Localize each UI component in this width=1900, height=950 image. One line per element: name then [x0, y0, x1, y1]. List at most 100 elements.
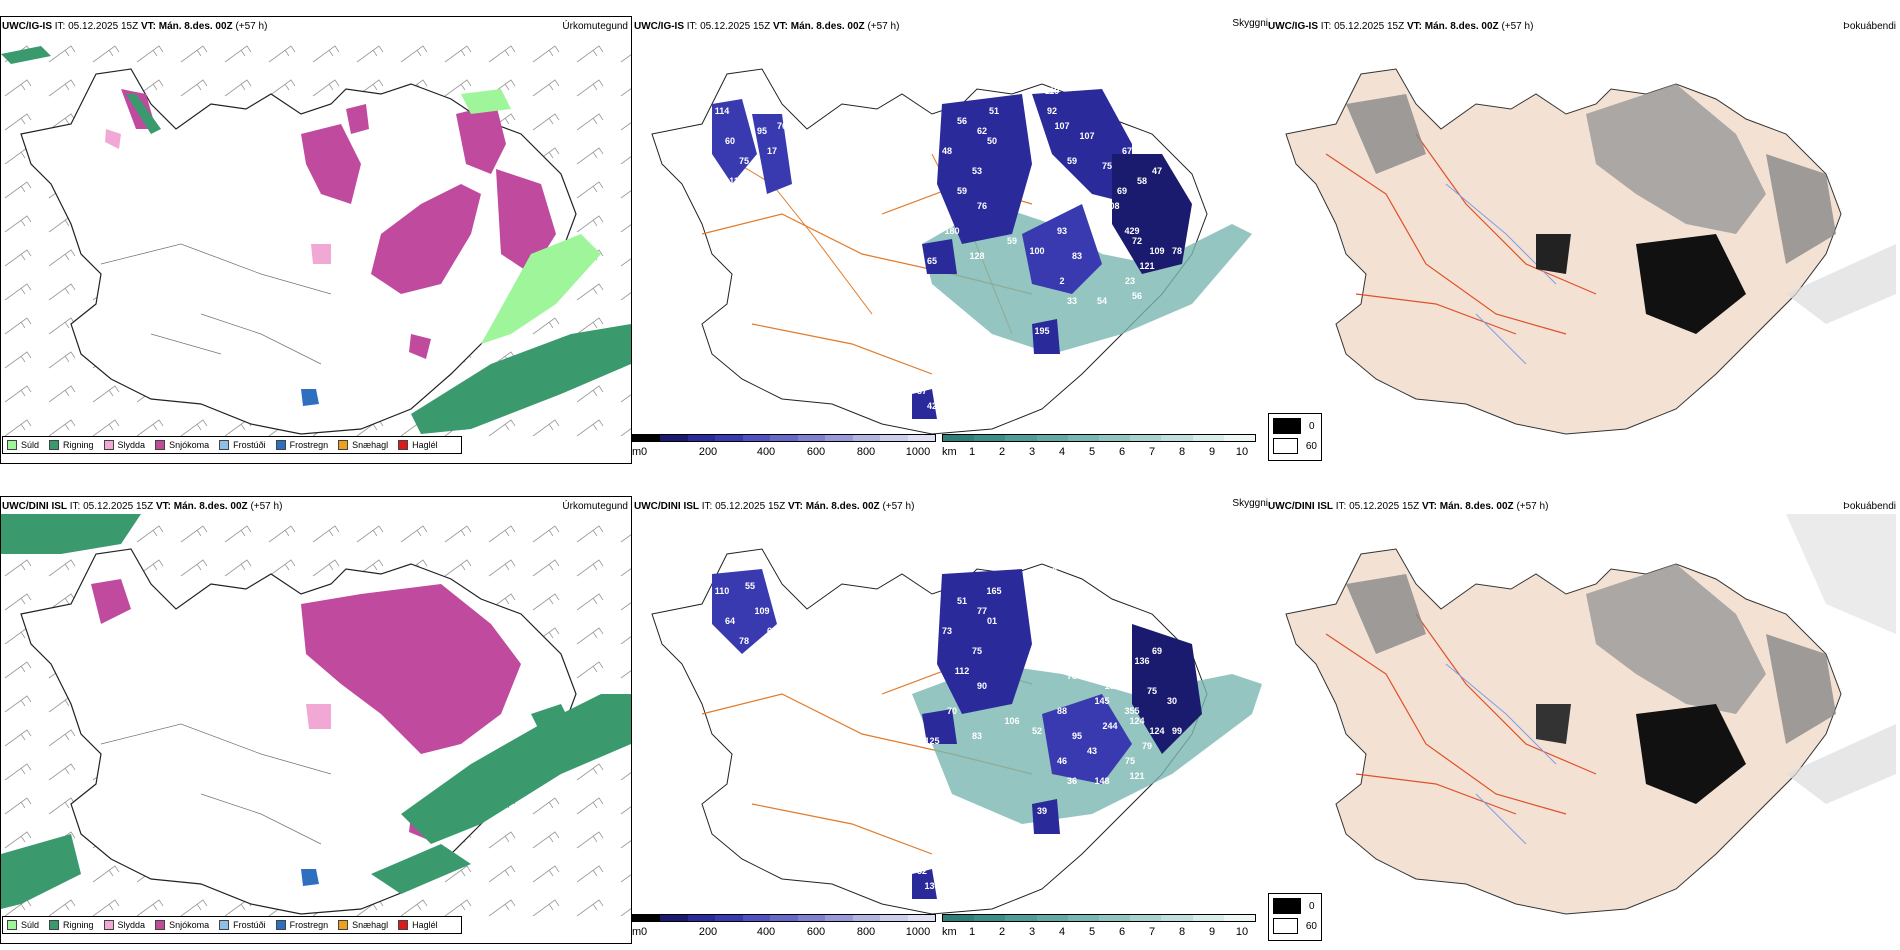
fog-area — [1636, 234, 1746, 334]
legend-item: Haglél — [398, 920, 438, 930]
ceiling-map: 110 55 64 78 109 69 105 53 31 44 51 77 73 75 01 165 112 9… — [651, 548, 1262, 915]
vt-value: Mán. 8.des. 00Z — [173, 501, 248, 512]
ceiling-value-label: 79 — [1142, 741, 1152, 751]
fog-area — [1786, 514, 1896, 634]
ceiling-value-label: 84 — [1067, 191, 1077, 201]
colorbar-segment — [907, 435, 935, 441]
ceiling-value-label: 76 — [777, 121, 787, 131]
colorbar-segment — [715, 435, 743, 441]
ceiling-value-label: 145 — [1094, 696, 1109, 706]
ceiling-value-label: 57 — [1122, 626, 1132, 636]
colorbar-segment — [633, 915, 661, 921]
ceiling-value-label: 46 — [1067, 636, 1077, 646]
ceiling-unit: m — [632, 446, 642, 458]
ceiling-value-label: 53 — [729, 656, 739, 666]
vt-label: VT: — [787, 501, 803, 512]
colorbar-segment — [880, 435, 908, 441]
ceiling-tick: 800 — [856, 446, 876, 458]
legend-item: Frostregn — [275, 440, 328, 450]
colorbar-segment — [1067, 435, 1100, 441]
ceiling-value-label: 83 — [972, 731, 982, 741]
legend-swatch — [338, 920, 349, 930]
ceiling-value-label: 429 — [1124, 226, 1139, 236]
precip-map — [1, 514, 631, 919]
model-name: UWC/IG-IS — [634, 21, 684, 32]
legend-swatch — [49, 920, 60, 930]
fog-area — [1536, 704, 1571, 744]
ceiling-value-label: 121 — [1139, 261, 1154, 271]
legend-item: Snjókoma — [155, 440, 209, 450]
colorbar-segment — [825, 435, 853, 441]
fog-indicator-panel: UWC/IG-IS IT: 05.12.2025 15Z VT: Mán. 8.… — [1266, 16, 1900, 464]
ceiling-colorbar: m 0 200 400 600 800 1000 — [632, 914, 942, 944]
ceiling-value-label: 148 — [1094, 776, 1109, 786]
ceiling-value-label: 54 — [1097, 296, 1107, 306]
legend-swatch — [7, 440, 17, 450]
ceiling-colorbar: m 0 200 400 600 800 1000 — [632, 434, 942, 464]
ceiling-area — [1022, 204, 1102, 294]
ceiling-value-label: 80 — [1047, 566, 1057, 576]
legend-swatch — [219, 920, 230, 930]
lead-time: (+57 h) — [1501, 21, 1534, 32]
legend-swatch — [103, 920, 114, 930]
ceiling-value-label: 69 — [1152, 646, 1162, 656]
colorbar-segment — [1005, 915, 1037, 921]
fog-key-swatch — [1273, 438, 1298, 454]
it-value: 05.12.2025 15Z — [1349, 501, 1420, 512]
lead-time: (+57 h) — [250, 501, 283, 512]
ceiling-area — [1042, 694, 1132, 784]
ceiling-tick: 200 — [698, 446, 718, 458]
vt-value: Mán. 8.des. 00Z — [805, 501, 880, 512]
ceiling-value-label: 195 — [1034, 326, 1049, 336]
visibility-tick: 1 — [968, 926, 976, 938]
rain-area — [1, 834, 81, 909]
ceiling-value-label: 56 — [957, 116, 967, 126]
legend-swatch — [275, 440, 286, 450]
ceiling-tick: 600 — [806, 926, 826, 938]
ceiling-value-label: 95 — [757, 126, 767, 136]
ceiling-value-label: 83 — [1117, 666, 1127, 676]
ceiling-area — [1132, 624, 1202, 754]
ceiling-value-label: 136 — [1134, 656, 1149, 666]
precip-legend: Súld Rigning Slydda Snjókoma Frostúði Fr… — [2, 436, 462, 454]
snow-area — [91, 579, 131, 624]
snow-area — [311, 244, 331, 264]
snow-area — [496, 169, 556, 274]
fog-key: 0 60 — [1268, 413, 1322, 461]
visibility-tick: 2 — [998, 446, 1006, 458]
legend-item: Rigning — [49, 440, 94, 450]
ceiling-value-label: 197 — [1094, 216, 1109, 226]
visibility-unit: km — [942, 926, 957, 938]
ceiling-value-label: 60 — [725, 136, 735, 146]
ceiling-value-label: 2 — [1059, 276, 1064, 286]
panel-title: UWC/DINI ISL IT: 05.12.2025 15Z VT: Mán.… — [2, 501, 282, 512]
ceiling-value-label: 106 — [1004, 716, 1019, 726]
ceiling-value-label: 58 — [1137, 176, 1147, 186]
colorbar-segment — [742, 435, 771, 441]
vt-value: Mán. 8.des. 00Z — [790, 21, 865, 32]
visibility-tick: 4 — [1058, 926, 1066, 938]
ceiling-tick: 600 — [806, 446, 826, 458]
fog-panel-label: Þokuábendi — [1843, 21, 1896, 32]
colorbar-segment — [660, 435, 688, 441]
visibility-tick: 1 — [968, 446, 976, 458]
model-name: UWC/IG-IS — [2, 21, 52, 32]
ceiling-value-label: 75 — [1125, 756, 1135, 766]
it-label: IT: — [54, 21, 66, 32]
ceiling-value-label: 73 — [942, 626, 952, 636]
rain-area — [411, 324, 631, 434]
model-name: UWC/DINI ISL — [1268, 501, 1333, 512]
visibility-colorbar-bar — [942, 914, 1256, 922]
ceiling-value-label: 89 — [1105, 241, 1115, 251]
ceiling-tick: 200 — [698, 926, 718, 938]
ceiling-area — [937, 94, 1032, 244]
legend-swatch — [338, 440, 349, 450]
legend-swatch — [219, 440, 230, 450]
ceiling-value-label: 88 — [1057, 706, 1067, 716]
ceiling-area — [1032, 319, 1060, 354]
ceiling-value-label: 52 — [1032, 726, 1042, 736]
visibility-tick: 3 — [1028, 446, 1036, 458]
legend-swatch — [155, 440, 166, 450]
